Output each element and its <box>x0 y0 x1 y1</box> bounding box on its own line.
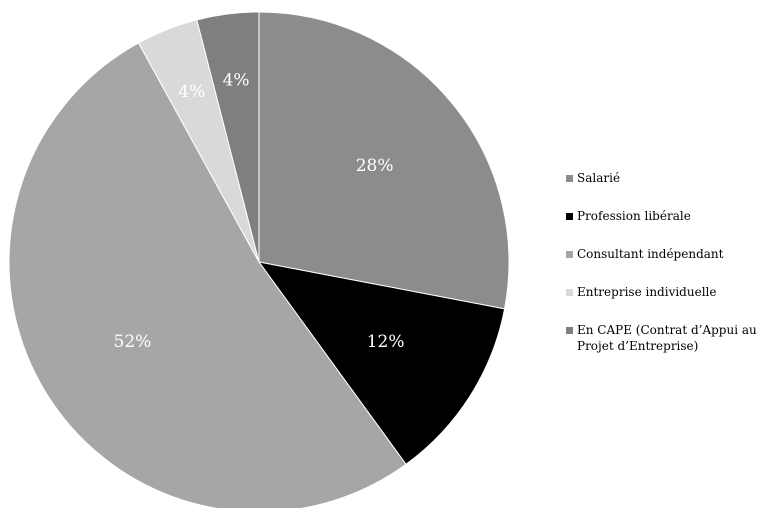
legend-item-1: Profession libérale <box>566 208 771 224</box>
pie-slice-2 <box>8 42 407 508</box>
legend-item-2: Consultant indépendant <box>566 246 771 262</box>
pie-slices <box>8 11 510 508</box>
pie-value-labels: 28% 12% 52% 4% 4% <box>114 70 405 352</box>
legend-swatch <box>566 289 573 296</box>
legend-item-3: Entreprise individuelle <box>566 284 771 300</box>
legend-swatch <box>566 213 573 220</box>
legend-item-0: Salarié <box>566 170 771 186</box>
legend-label: Entreprise individuelle <box>577 285 717 299</box>
legend-swatch <box>566 327 573 334</box>
slice-value-label-0: 28% <box>356 156 394 176</box>
pie-slice-4 <box>196 11 260 263</box>
legend-swatch <box>566 175 573 182</box>
pie-slice-0 <box>258 11 510 310</box>
legend-item-4: En CAPE (Contrat d’Appui au Projet d’Ent… <box>566 322 771 354</box>
legend-label: Salarié <box>577 171 621 185</box>
legend-swatch <box>566 251 573 258</box>
pie-slice-1 <box>257 261 506 465</box>
slice-value-label-3: 4% <box>178 82 205 102</box>
slice-value-label-1: 12% <box>367 332 405 352</box>
chart-legend: Salarié Profession libérale Consultant ind… <box>566 170 771 376</box>
legend-label: Consultant indépendant <box>577 247 724 261</box>
slice-value-label-4: 4% <box>223 70 250 90</box>
slice-value-label-2: 52% <box>114 332 152 352</box>
legend-label: Profession libérale <box>577 209 691 223</box>
legend-label: En CAPE (Contrat d’Appui au Projet d’Ent… <box>577 323 757 353</box>
